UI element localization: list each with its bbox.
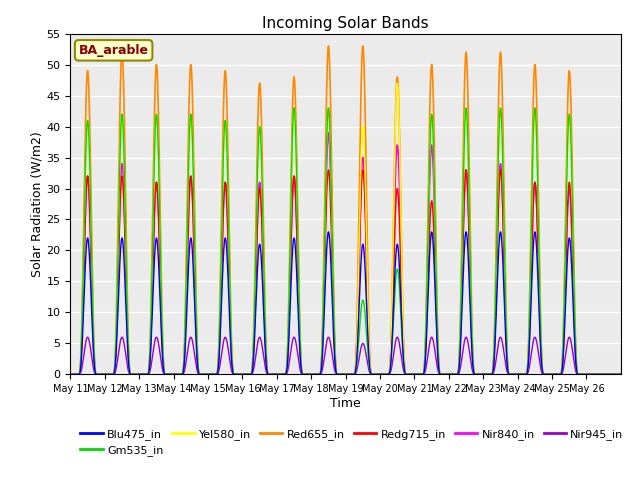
X-axis label: Time: Time: [330, 397, 361, 410]
Text: BA_arable: BA_arable: [79, 44, 148, 57]
Legend: Blu475_in, Gm535_in, Yel580_in, Red655_in, Redg715_in, Nir840_in, Nir945_in: Blu475_in, Gm535_in, Yel580_in, Red655_i…: [76, 424, 628, 460]
Y-axis label: Solar Radiation (W/m2): Solar Radiation (W/m2): [31, 131, 44, 277]
Title: Incoming Solar Bands: Incoming Solar Bands: [262, 16, 429, 31]
